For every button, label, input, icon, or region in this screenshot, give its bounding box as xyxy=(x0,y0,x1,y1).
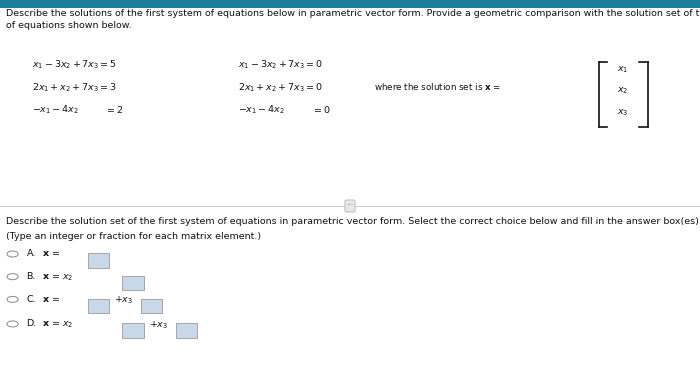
FancyBboxPatch shape xyxy=(122,323,144,338)
Text: $\mathbf{x}$ =: $\mathbf{x}$ = xyxy=(42,249,60,259)
FancyBboxPatch shape xyxy=(88,253,108,268)
FancyBboxPatch shape xyxy=(141,299,162,313)
Text: $= 0$: $= 0$ xyxy=(312,104,330,115)
Text: $-x_1 - 4x_2$: $-x_1 - 4x_2$ xyxy=(238,104,285,116)
Text: where the solution set is $\mathbf{x}$ =: where the solution set is $\mathbf{x}$ = xyxy=(374,81,502,92)
Text: $-x_1 - 4x_2$: $-x_1 - 4x_2$ xyxy=(32,104,78,116)
Text: $x_1 - 3x_2 + 7x_3 = 5$: $x_1 - 3x_2 + 7x_3 = 5$ xyxy=(32,59,116,71)
Text: $x_1$: $x_1$ xyxy=(617,64,629,75)
FancyBboxPatch shape xyxy=(0,0,700,8)
Text: B.: B. xyxy=(27,272,36,281)
Text: $\mathbf{x}$ = $x_2$: $\mathbf{x}$ = $x_2$ xyxy=(42,272,74,283)
Text: Describe the solution set of the first system of equations in parametric vector : Describe the solution set of the first s… xyxy=(6,217,700,226)
FancyBboxPatch shape xyxy=(88,299,108,313)
Text: Describe the solutions of the first system of equations below in parametric vect: Describe the solutions of the first syst… xyxy=(6,9,700,19)
Text: $2x_1 + x_2 + 7x_3 = 0$: $2x_1 + x_2 + 7x_3 = 0$ xyxy=(238,81,323,94)
Text: ···: ··· xyxy=(346,201,354,211)
Text: C.: C. xyxy=(27,295,36,304)
FancyBboxPatch shape xyxy=(122,276,144,290)
Text: $+x_3$: $+x_3$ xyxy=(114,295,133,306)
Text: $x_3$: $x_3$ xyxy=(617,108,629,118)
Text: (Type an integer or fraction for each matrix element.): (Type an integer or fraction for each ma… xyxy=(6,232,260,242)
Text: $x_1 - 3x_2 + 7x_3 = 0$: $x_1 - 3x_2 + 7x_3 = 0$ xyxy=(238,59,323,71)
Text: A.: A. xyxy=(27,249,36,259)
Text: $+x_3$: $+x_3$ xyxy=(149,319,168,331)
Text: of equations shown below.: of equations shown below. xyxy=(6,21,131,30)
Text: $2x_1 + x_2 + 7x_3 = 3$: $2x_1 + x_2 + 7x_3 = 3$ xyxy=(32,81,116,94)
Text: $\mathbf{x}$ =: $\mathbf{x}$ = xyxy=(42,295,60,304)
Text: $x_2$: $x_2$ xyxy=(617,85,629,96)
Text: $\mathbf{x}$ = $x_2$: $\mathbf{x}$ = $x_2$ xyxy=(42,319,74,330)
Text: $= 2$: $= 2$ xyxy=(105,104,124,115)
Text: D.: D. xyxy=(27,319,37,328)
FancyBboxPatch shape xyxy=(176,323,197,338)
